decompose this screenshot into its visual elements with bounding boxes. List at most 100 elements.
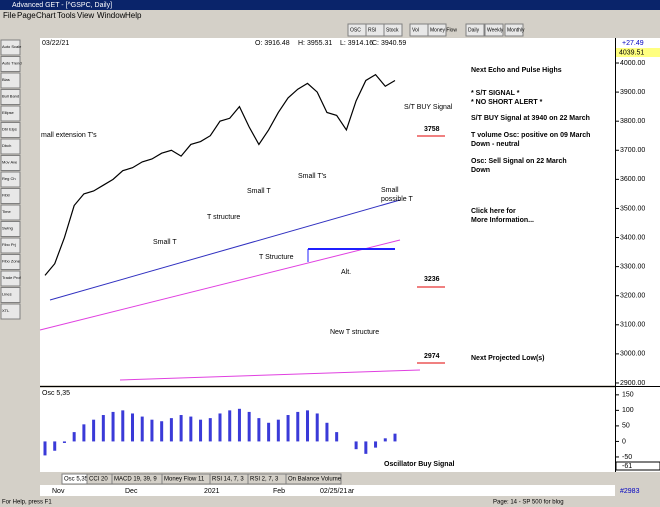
- osc-bar: [374, 441, 378, 448]
- osc-bar: [247, 411, 251, 442]
- tool-button[interactable]: [0, 221, 21, 237]
- annotation: S/T BUY Signal: [404, 104, 453, 111]
- trend-line: [119, 369, 421, 381]
- toolbar-button[interactable]: [427, 23, 447, 37]
- tool-button[interactable]: [0, 89, 21, 105]
- tool-button[interactable]: [0, 270, 21, 287]
- tool-button[interactable]: [0, 39, 21, 56]
- tool-label[interactable]: Auto Scale: [2, 44, 22, 49]
- header-value: O: 3916.48: [255, 40, 290, 47]
- tool-button[interactable]: [0, 287, 21, 303]
- tool-label[interactable]: Lines: [2, 292, 12, 297]
- tool-label[interactable]: Time: [2, 209, 12, 214]
- tool-button[interactable]: [0, 204, 21, 221]
- menu-item[interactable]: File: [3, 11, 16, 20]
- info-text[interactable]: Click here for: [471, 208, 516, 215]
- toolbar-label[interactable]: Weekly: [487, 27, 504, 33]
- tool-label[interactable]: Ellipse: [2, 110, 15, 115]
- toolbar-label[interactable]: Stock: [386, 27, 399, 33]
- tool-button[interactable]: [0, 122, 21, 138]
- tool-button[interactable]: [0, 155, 21, 171]
- date-label: 2021: [204, 488, 220, 495]
- annotation: Small T: [153, 239, 177, 246]
- toolbar-button[interactable]: [484, 23, 504, 37]
- tab-label[interactable]: On Balance Volume: [288, 477, 342, 483]
- toolbar-label[interactable]: Daily: [468, 27, 480, 33]
- osc-bar: [101, 415, 105, 442]
- info-text: S/T BUY Signal at 3940 on 22 March: [471, 115, 590, 122]
- toolbar-label[interactable]: OSC: [350, 27, 361, 33]
- menu-item[interactable]: Chart: [36, 11, 56, 20]
- tool-label[interactable]: Reg Ch: [2, 176, 16, 181]
- level-label: 3236: [424, 276, 440, 283]
- menu-item[interactable]: Tools: [57, 11, 76, 20]
- menu-item[interactable]: View: [77, 11, 94, 20]
- osc-bar: [286, 415, 290, 442]
- osc-bar: [82, 424, 86, 442]
- tab-label[interactable]: RSI 14, 7, 3: [212, 477, 244, 483]
- osc-bar: [296, 411, 300, 442]
- menu-item[interactable]: Window: [97, 11, 126, 20]
- osc-bar: [179, 415, 183, 442]
- tool-label[interactable]: Swing: [2, 226, 13, 231]
- tool-button[interactable]: [0, 254, 21, 270]
- toolbar-button[interactable]: [504, 23, 524, 37]
- tab-label[interactable]: Osc 5,35: [64, 477, 89, 483]
- tab-label[interactable]: MACD 19, 39, 9: [114, 477, 157, 483]
- y-tick-label: 50: [622, 423, 630, 430]
- tool-label[interactable]: Fibo Zone: [2, 259, 21, 264]
- y-tick-label: 2900.00: [620, 380, 645, 387]
- tool-label[interactable]: Dbch: [2, 143, 11, 148]
- tool-button[interactable]: [0, 138, 21, 155]
- toolbar-button[interactable]: [383, 23, 403, 37]
- osc-bar: [383, 438, 387, 442]
- toolbar-button[interactable]: [465, 23, 485, 37]
- tool-label[interactable]: Mov Ave: [2, 160, 18, 165]
- info-text: Down: [471, 167, 490, 174]
- toolbar-label[interactable]: Monthly: [507, 27, 525, 33]
- info-text[interactable]: More Information...: [471, 217, 534, 224]
- tool-label[interactable]: Fibo Prj: [2, 242, 16, 247]
- tool-button[interactable]: [0, 237, 21, 254]
- tool-button[interactable]: [0, 72, 21, 89]
- window-title: Advanced GET - [^GSPC, Daily]: [12, 2, 112, 9]
- y-tick-label: 3700.00: [620, 147, 645, 154]
- tab-label[interactable]: Money Flow 11: [164, 477, 205, 483]
- tool-button[interactable]: [0, 105, 21, 122]
- tool-label[interactable]: Auto Trend: [2, 61, 22, 66]
- menu-item[interactable]: Help: [125, 11, 142, 20]
- tab-label[interactable]: CCI 20: [89, 477, 108, 483]
- close-line: [44, 73, 396, 276]
- osc-current-box: [615, 461, 660, 471]
- y-tick-label: 3000.00: [620, 351, 645, 358]
- osc-bar: [72, 432, 76, 442]
- tool-label[interactable]: Fibtr: [2, 193, 11, 198]
- osc-bar: [393, 433, 397, 442]
- menu-item[interactable]: Page: [17, 11, 36, 20]
- tab[interactable]: [285, 473, 342, 485]
- osc-bar: [111, 411, 115, 442]
- tool-label[interactable]: Bull Band: [2, 94, 19, 99]
- osc-annotation: Oscillator Buy Signal: [384, 461, 454, 468]
- tool-button[interactable]: [0, 171, 21, 188]
- date-label: 02/25/21: [320, 488, 347, 495]
- tool-label[interactable]: Trade Prof: [2, 275, 22, 280]
- tool-button[interactable]: [0, 188, 21, 204]
- tool-label[interactable]: Dbl Elps: [2, 127, 17, 132]
- y-tick-label: 0: [622, 438, 626, 445]
- osc-bar: [315, 413, 319, 442]
- title-bar: [0, 0, 660, 10]
- tab-label[interactable]: RSI 2, 7, 3: [250, 477, 279, 483]
- osc-bar: [364, 441, 368, 454]
- toolbar-label[interactable]: Vol: [412, 27, 419, 33]
- tool-button[interactable]: [0, 303, 21, 320]
- annotation: mall extension T's: [41, 132, 97, 139]
- toolbar-label[interactable]: Money Flow: [430, 27, 457, 33]
- osc-bar: [257, 418, 261, 442]
- price-pane: [40, 38, 615, 385]
- toolbar-label[interactable]: RSI: [368, 27, 376, 33]
- tool-label[interactable]: Bias: [2, 77, 10, 82]
- tool-button[interactable]: [0, 56, 21, 72]
- tool-label[interactable]: XTL: [2, 308, 10, 313]
